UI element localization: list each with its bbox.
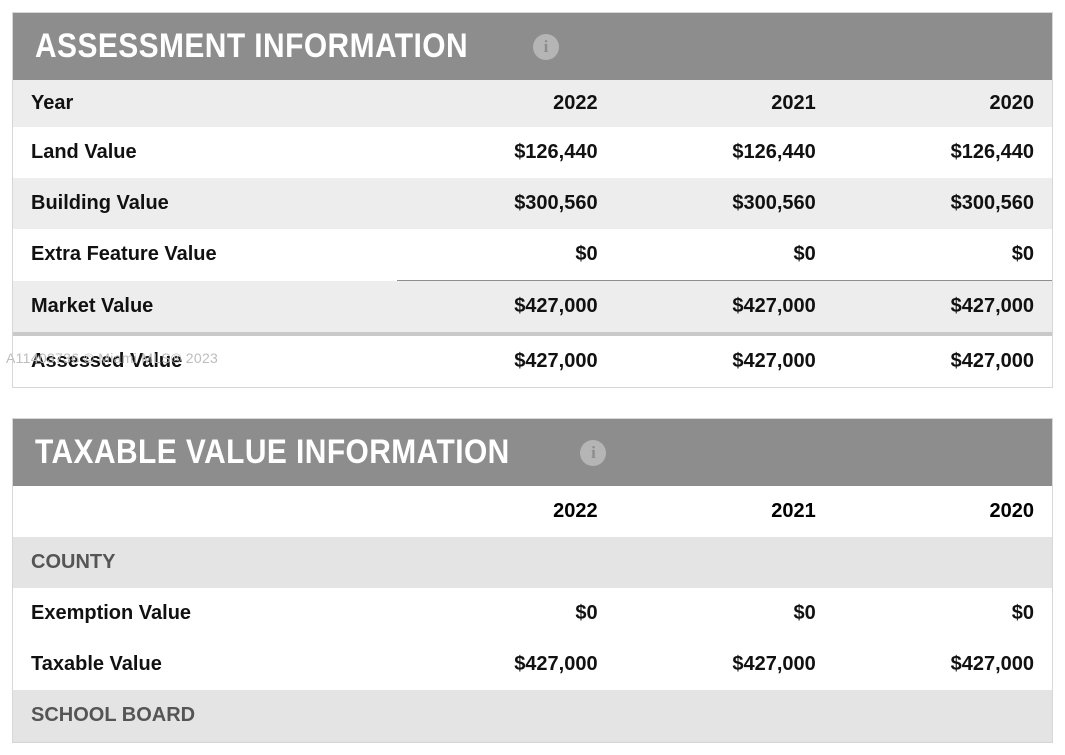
taxable-header: TAXABLE VALUE INFORMATION i (13, 419, 1052, 486)
table-row: Land Value $126,440 $126,440 $126,440 (13, 127, 1052, 178)
row-extra-label: Extra Feature Value (13, 229, 397, 281)
assessment-title: ASSESSMENT INFORMATION (35, 27, 468, 66)
info-icon[interactable]: i (580, 440, 606, 466)
row-building-2022: $300,560 (397, 178, 615, 229)
section-school: SCHOOL BOARD (13, 690, 1052, 742)
row-market-2021: $427,000 (616, 281, 834, 335)
row-assessed-2022: $427,000 (397, 334, 615, 387)
row-taxable-2021: $427,000 (616, 639, 834, 690)
row-market-label: Market Value (13, 281, 397, 335)
row-land-label: Land Value (13, 127, 397, 178)
row-exemption-2020: $0 (834, 588, 1052, 639)
row-extra-2021: $0 (616, 229, 834, 281)
row-taxable-2020: $427,000 (834, 639, 1052, 690)
table-row: Assessed Value $427,000 $427,000 $427,00… (13, 334, 1052, 387)
assessment-panel: ASSESSMENT INFORMATION i Year 2022 2021 … (12, 12, 1053, 388)
taxable-panel: TAXABLE VALUE INFORMATION i 2022 2021 20… (12, 418, 1053, 743)
row-extra-2020: $0 (834, 229, 1052, 281)
col-year-2022: 2022 (397, 486, 615, 537)
row-taxable-2022: $427,000 (397, 639, 615, 690)
section-county: COUNTY (13, 537, 1052, 588)
assessment-header: ASSESSMENT INFORMATION i (13, 13, 1052, 80)
col-year-2021: 2021 (616, 80, 834, 127)
table-row: Taxable Value $427,000 $427,000 $427,000 (13, 639, 1052, 690)
row-building-2020: $300,560 (834, 178, 1052, 229)
col-year-2022: 2022 (397, 80, 615, 127)
row-assessed-2020: $427,000 (834, 334, 1052, 387)
row-extra-2022: $0 (397, 229, 615, 281)
table-row: Building Value $300,560 $300,560 $300,56… (13, 178, 1052, 229)
row-exemption-2021: $0 (616, 588, 834, 639)
section-county-label: COUNTY (13, 537, 1052, 588)
col-year-2020: 2020 (834, 486, 1052, 537)
assessment-table: Year 2022 2021 2020 Land Value $126,440 … (13, 80, 1052, 387)
col-year-2020: 2020 (834, 80, 1052, 127)
row-building-label: Building Value (13, 178, 397, 229)
row-building-2021: $300,560 (616, 178, 834, 229)
col-blank (13, 486, 397, 537)
section-school-label: SCHOOL BOARD (13, 690, 1052, 742)
row-market-2020: $427,000 (834, 281, 1052, 335)
taxable-table: 2022 2021 2020 COUNTY Exemption Value $0… (13, 486, 1052, 742)
table-header-row: Year 2022 2021 2020 (13, 80, 1052, 127)
col-year-label: Year (13, 80, 397, 127)
row-exemption-label: Exemption Value (13, 588, 397, 639)
row-assessed-2021: $427,000 (616, 334, 834, 387)
info-icon[interactable]: i (533, 34, 559, 60)
table-row: Exemption Value $0 $0 $0 (13, 588, 1052, 639)
table-row: Extra Feature Value $0 $0 $0 (13, 229, 1052, 281)
row-land-2021: $126,440 (616, 127, 834, 178)
taxable-title: TAXABLE VALUE INFORMATION (35, 433, 510, 472)
row-exemption-2022: $0 (397, 588, 615, 639)
row-market-2022: $427,000 (397, 281, 615, 335)
row-assessed-label: Assessed Value (13, 334, 397, 387)
table-row: Market Value $427,000 $427,000 $427,000 (13, 281, 1052, 335)
row-taxable-label: Taxable Value (13, 639, 397, 690)
row-land-2022: $126,440 (397, 127, 615, 178)
row-land-2020: $126,440 (834, 127, 1052, 178)
col-year-2021: 2021 (616, 486, 834, 537)
table-header-row: 2022 2021 2020 (13, 486, 1052, 537)
